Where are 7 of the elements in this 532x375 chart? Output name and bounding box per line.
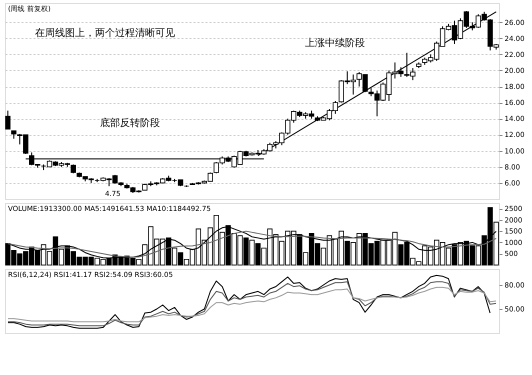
annotation: 上涨中续阶段: [305, 37, 365, 49]
annotation: 在周线图上，两个过程清晰可见: [35, 27, 175, 39]
candlestick: [5, 110, 10, 130]
line-series: [7, 286, 497, 322]
line-series: [7, 281, 497, 326]
annotation: 底部反转阶段: [100, 117, 160, 129]
line-series: [7, 230, 497, 258]
